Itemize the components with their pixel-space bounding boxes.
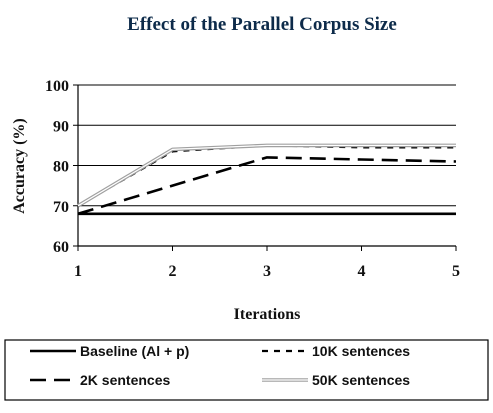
legend-label-2k-sentences: 2K sentences: [80, 372, 170, 388]
grid: [78, 84, 456, 207]
y-ticks: 60 70 80 90 100: [45, 78, 78, 256]
legend-label-10k-sentences: 10K sentences: [312, 343, 410, 359]
legend-label-baseline-al-p: Baseline (Al + p): [80, 343, 189, 359]
series-line-50k-sentences-inner: [77, 144, 456, 207]
x-tick-label: 2: [169, 263, 177, 280]
legend-label-50k-sentences: 50K sentences: [312, 372, 410, 388]
legend-box: [4, 339, 489, 401]
series-group: [77, 143, 457, 216]
y-axis-label: Accuracy (%): [11, 118, 28, 214]
y-tick-label: 70: [53, 199, 69, 216]
x-tick-label: 5: [452, 263, 460, 280]
x-tick-label: 4: [358, 263, 366, 280]
x-tick-label: 1: [74, 263, 82, 280]
legend: Baseline (Al + p) 10K sentences 2K sentenc…: [30, 343, 410, 388]
x-axis-label: Iterations: [234, 306, 301, 323]
x-ticks: 1 2 3 4 5: [74, 246, 460, 280]
series-line-2k-sentences: [77, 156, 457, 216]
chart-title: Effect of the Parallel Corpus Size: [127, 14, 397, 35]
y-tick-label: 100: [45, 78, 69, 95]
y-tick-label: 90: [53, 118, 69, 135]
x-tick-label: 3: [263, 263, 271, 280]
y-tick-label: 80: [53, 159, 69, 176]
y-tick-label: 60: [53, 239, 69, 256]
